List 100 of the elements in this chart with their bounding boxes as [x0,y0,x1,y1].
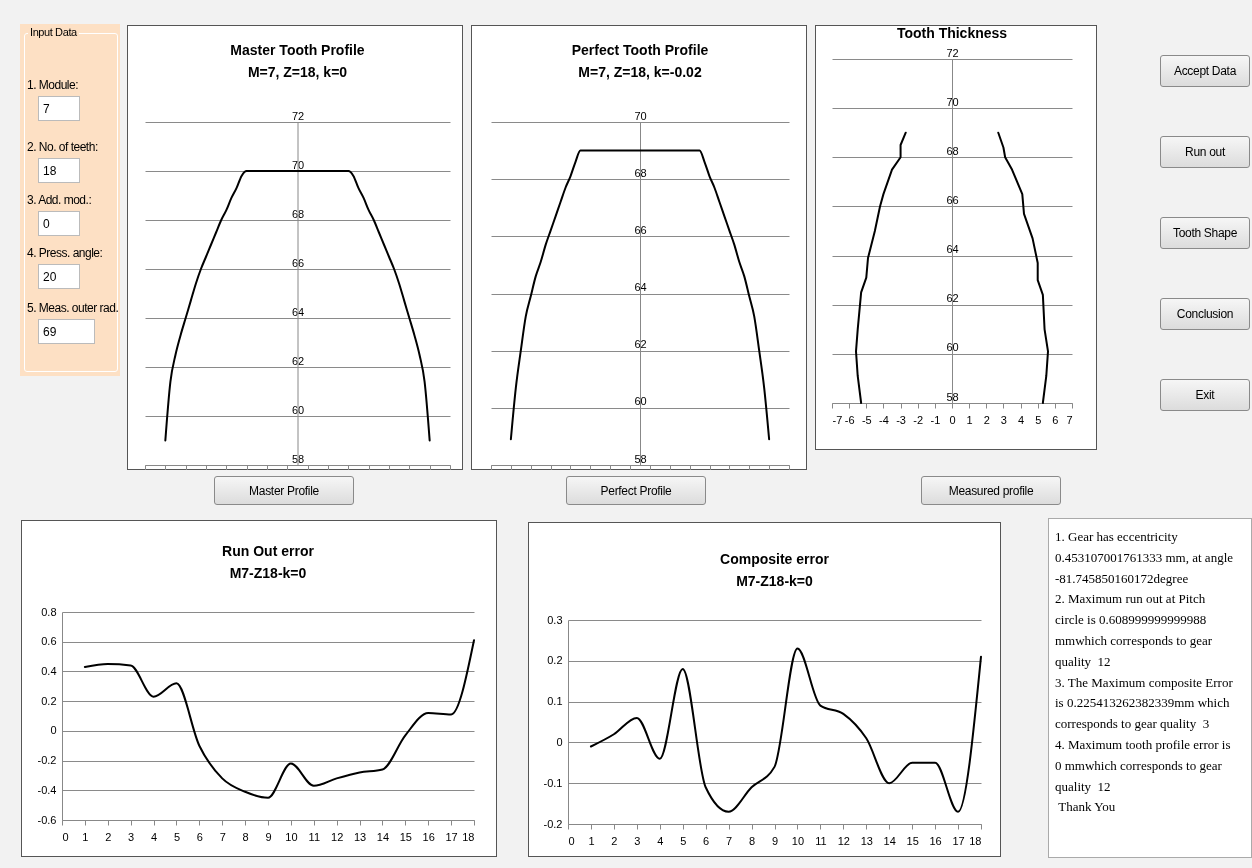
x-tick-label: -5 [861,413,872,426]
x-tick-label: 10 [791,834,805,847]
x-tick-label: 14 [376,830,390,843]
y-tick-label: 62 [291,354,305,367]
y-tick-label: -0.6 [37,813,57,826]
chart-title: Run Out error [222,543,315,559]
y-tick-label: 62 [946,292,959,305]
y-tick-label: 0 [556,735,563,748]
x-tick-label: -2 [913,413,924,426]
x-tick-label: 11 [815,834,827,847]
line-series [589,647,982,813]
button: Perfect Profile [566,476,706,505]
chart-title: Tooth Thickness [896,25,1008,41]
y-tick-label: 58 [291,452,305,465]
x-tick-label: 17 [445,830,458,843]
chart-subtitle: M=7, Z=18, k=0 [247,64,348,80]
y-tick-label: 0 [50,724,57,737]
text: 2. No. of teeth: [27,140,98,154]
y-tick-label: 58 [634,452,647,465]
y-tick-label: 66 [291,256,305,269]
x-tick-label: 3 [128,830,135,843]
x-tick-label: 3 [634,834,641,847]
x-tick-label: 2 [611,834,618,847]
button: Conclusion [1160,298,1250,330]
y-tick-label: 70 [946,95,959,108]
text-field: 0 [38,211,80,236]
x-tick-label: 4 [657,834,664,847]
y-tick-label: 70 [634,109,647,122]
x-tick-label: 13 [860,834,873,847]
text-field: 20 [38,264,80,289]
x-tick-label: 15 [906,834,919,847]
x-tick-label: 9 [771,834,779,847]
button: Accept Data [1160,55,1250,87]
x-tick-label: 0 [568,834,575,847]
x-tick-label: 16 [929,834,942,847]
y-tick-label: 72 [946,46,959,59]
button: Master Profile [214,476,354,505]
chart-subtitle: M=7, Z=18, k=-0.02 [578,64,702,80]
text-field: 69 [38,319,95,344]
y-tick-label: -0.1 [543,776,563,789]
x-tick-label: 13 [353,830,367,843]
y-tick-label: -0.2 [543,817,563,830]
x-tick-label: 16 [422,830,435,843]
x-tick-label: -6 [844,413,855,426]
text: 3. Add. mod.: [27,193,92,207]
x-tick-label: 12 [837,834,850,847]
x-tick-label: 6 [703,834,710,847]
x-tick-label: -3 [896,413,906,426]
text: Thank You [1058,799,1116,815]
text: 3. The Maximum composite Error is 0.225413262382339mm which corresponds to gear quality 3 [1055,674,1233,732]
y-tick-label: 68 [291,207,305,220]
x-tick-label: 6 [196,830,203,843]
x-tick-label: 7 [1066,413,1073,426]
x-tick-label: 18 [462,830,475,843]
chart-title: Master Tooth Profile [230,42,365,58]
x-tick-label: 0 [62,830,69,843]
x-tick-label: 5 [1035,413,1042,426]
x-tick-label: 10 [285,830,298,843]
y-tick-label: 60 [946,341,959,354]
x-tick-label: 7 [726,834,733,847]
chart-title: Composite error [720,551,830,567]
x-tick-label: 1 [966,413,973,426]
x-tick-label: 14 [883,834,896,847]
x-tick-label: 12 [331,830,344,843]
x-tick-label: 7 [219,830,226,843]
x-tick-label: 17 [952,834,965,847]
x-tick-label: 8 [242,830,249,843]
x-tick-label: 18 [969,834,982,847]
x-tick-label: 11 [308,830,320,843]
x-tick-label: 4 [150,830,158,843]
y-tick-label: 0.8 [41,605,57,618]
x-tick-label: 1 [82,830,89,843]
button: Measured profile [921,476,1061,505]
x-tick-label: 9 [265,830,272,843]
text: 4. Maximum tooth profile error is 0 mmwhich corresponds to gear quality 12 [1055,736,1231,794]
text: Input Data [28,26,79,38]
text: 5. Meas. outer rad. [27,301,119,315]
y-tick-label: 64 [634,281,647,293]
text-field: 18 [38,158,80,183]
line-series [83,639,475,799]
text: 1. Gear has eccentricity 0.453107001761333 mm, at angle -81.745850160172degree [1055,529,1234,586]
y-tick-label: 0.3 [547,613,563,626]
x-tick-label: 4 [1018,413,1025,426]
y-tick-label: 66 [634,223,647,236]
chart-subtitle: M7-Z18-k=0 [229,565,307,581]
x-tick-label: 3 [1000,413,1007,426]
y-tick-label: 64 [946,243,959,256]
y-tick-label: 66 [946,193,959,206]
y-tick-label: 0.2 [547,654,563,667]
y-tick-label: 60 [291,403,305,416]
text: 1. Module: [27,78,79,92]
y-tick-label: 68 [634,166,647,179]
y-tick-label: -0.2 [37,754,57,767]
y-tick-label: 70 [291,158,305,171]
x-tick-label: -4 [879,413,889,426]
y-tick-label: 60 [634,395,647,408]
x-tick-label: -1 [930,413,941,426]
text: 4. Press. angle: [27,246,103,260]
x-tick-label: 2 [983,413,990,426]
y-tick-label: 0.1 [547,695,563,708]
